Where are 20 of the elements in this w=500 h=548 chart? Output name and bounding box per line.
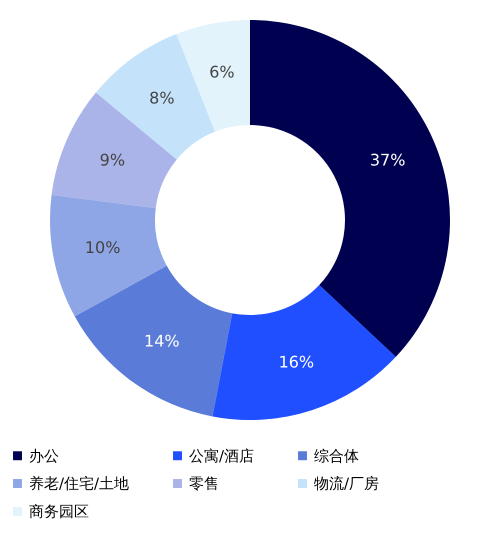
data-label: 6% xyxy=(209,62,235,82)
donut-slice xyxy=(52,92,177,208)
legend-label: 办公 xyxy=(29,446,59,465)
data-label: 10% xyxy=(84,238,120,258)
data-label: 16% xyxy=(278,352,314,372)
legend-label: 公寓/酒店 xyxy=(189,446,254,465)
data-label: 37% xyxy=(370,150,406,170)
legend-label: 综合体 xyxy=(314,446,359,465)
data-label: 14% xyxy=(144,331,180,350)
donut-slice xyxy=(176,20,250,132)
data-label: 9% xyxy=(100,150,126,170)
donut-slice xyxy=(50,194,167,316)
donut-slice xyxy=(212,285,396,420)
legend-label: 零售 xyxy=(189,474,219,492)
data-label: 8% xyxy=(149,88,175,108)
donut-slice xyxy=(74,266,232,416)
legend-label: 商务园区 xyxy=(29,502,89,520)
legend-label: 养老/住宅/土地 xyxy=(29,474,130,492)
donut-slice xyxy=(250,20,450,357)
legend-label: 物流/厂房 xyxy=(314,474,380,492)
